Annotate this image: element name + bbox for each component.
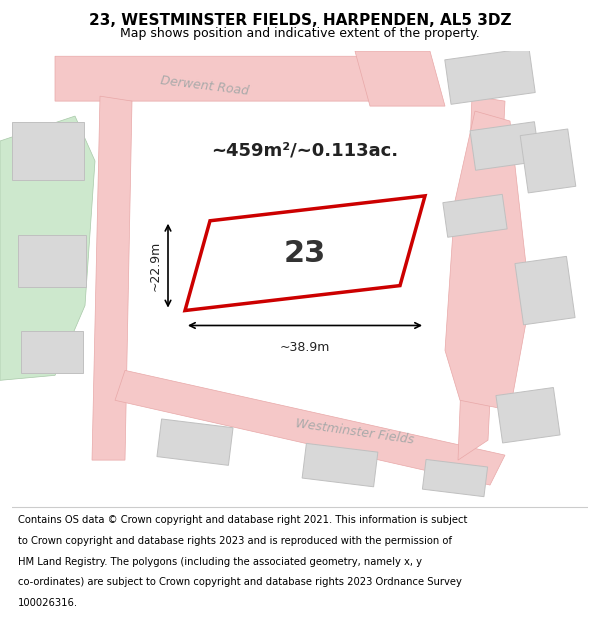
Polygon shape — [470, 122, 540, 170]
Polygon shape — [185, 196, 425, 311]
Polygon shape — [21, 331, 83, 373]
Polygon shape — [55, 56, 395, 101]
Text: HM Land Registry. The polygons (including the associated geometry, namely x, y: HM Land Registry. The polygons (includin… — [18, 556, 422, 566]
Text: ~22.9m: ~22.9m — [149, 241, 162, 291]
Text: Derwent Road: Derwent Road — [160, 74, 250, 98]
Text: to Crown copyright and database rights 2023 and is reproduced with the permissio: to Crown copyright and database rights 2… — [18, 536, 452, 546]
Text: 23, WESTMINSTER FIELDS, HARPENDEN, AL5 3DZ: 23, WESTMINSTER FIELDS, HARPENDEN, AL5 3… — [89, 12, 511, 28]
Polygon shape — [92, 96, 132, 460]
Text: co-ordinates) are subject to Crown copyright and database rights 2023 Ordnance S: co-ordinates) are subject to Crown copyr… — [18, 578, 461, 587]
Polygon shape — [12, 122, 84, 180]
Polygon shape — [515, 256, 575, 325]
Text: 100026316.: 100026316. — [18, 598, 78, 608]
Text: ~38.9m: ~38.9m — [280, 341, 330, 354]
Text: ~459m²/~0.113ac.: ~459m²/~0.113ac. — [211, 142, 398, 160]
Text: 23: 23 — [284, 239, 326, 268]
Polygon shape — [157, 419, 233, 466]
Polygon shape — [520, 129, 576, 193]
Polygon shape — [0, 116, 95, 381]
Polygon shape — [355, 51, 445, 106]
Polygon shape — [443, 194, 507, 238]
Polygon shape — [445, 48, 535, 104]
Polygon shape — [496, 388, 560, 443]
Polygon shape — [115, 371, 505, 485]
Polygon shape — [422, 459, 488, 497]
Polygon shape — [458, 96, 505, 460]
Polygon shape — [302, 443, 378, 487]
Polygon shape — [445, 111, 530, 410]
Polygon shape — [18, 235, 86, 287]
Text: Map shows position and indicative extent of the property.: Map shows position and indicative extent… — [120, 27, 480, 40]
Text: Westminster Fields: Westminster Fields — [295, 418, 415, 447]
Text: Contains OS data © Crown copyright and database right 2021. This information is : Contains OS data © Crown copyright and d… — [18, 515, 467, 525]
